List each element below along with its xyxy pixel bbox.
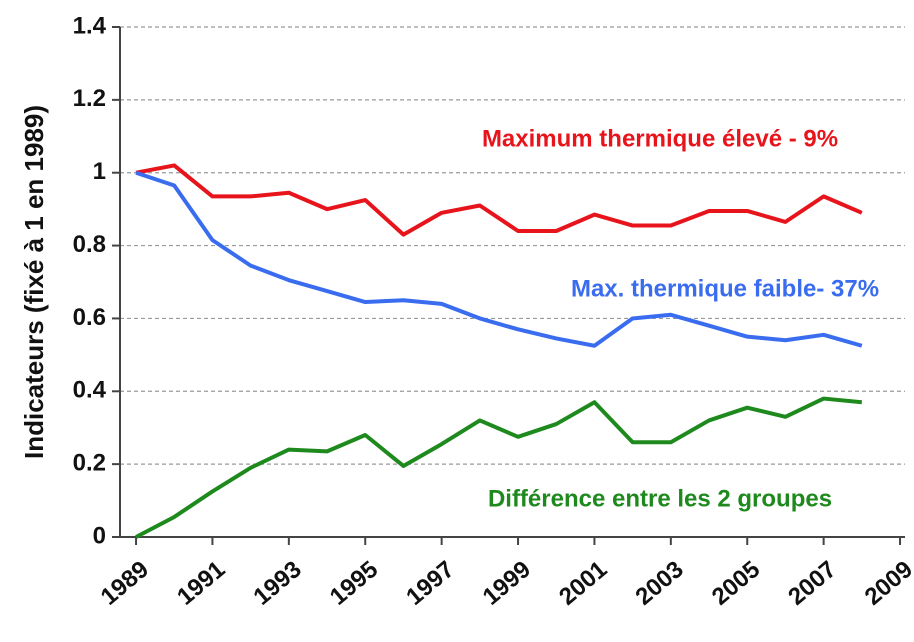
- y-tick-label: 0.8: [73, 231, 106, 258]
- series-line: [135, 163, 863, 237]
- y-axis-label: Indicateurs (fixé à 1 en 1989): [19, 105, 49, 459]
- y-tick-label: 0.6: [73, 304, 106, 331]
- y-tick-label: 0.2: [73, 449, 106, 476]
- x-tick-label: 2007: [783, 556, 841, 611]
- x-tick-label: 1993: [249, 556, 307, 611]
- x-tick-label: 1989: [96, 556, 154, 611]
- x-tick-label: 2005: [707, 556, 765, 611]
- x-tick-label: 2001: [554, 556, 612, 611]
- series-label: Maximum thermique élevé - 9%: [482, 125, 838, 152]
- x-tick-label: 2009: [860, 556, 914, 611]
- y-tick-label: 0.4: [73, 377, 107, 404]
- series-label: Max. thermique faible- 37%: [571, 275, 879, 302]
- x-tick-label: 1999: [478, 556, 536, 611]
- x-tick-label: 2003: [631, 556, 689, 611]
- series-line: [135, 396, 863, 539]
- y-tick-label: 1.4: [73, 12, 107, 39]
- y-tick-label: 0: [93, 522, 106, 549]
- y-tick-label: 1.2: [73, 85, 106, 112]
- x-tick-label: 1991: [172, 556, 230, 611]
- series-line: [135, 170, 863, 348]
- x-tick-label: 1995: [325, 556, 383, 611]
- y-tick-label: 1: [93, 158, 106, 185]
- series-label: Différence entre les 2 groupes: [488, 485, 832, 512]
- x-tick-label: 1997: [401, 556, 459, 611]
